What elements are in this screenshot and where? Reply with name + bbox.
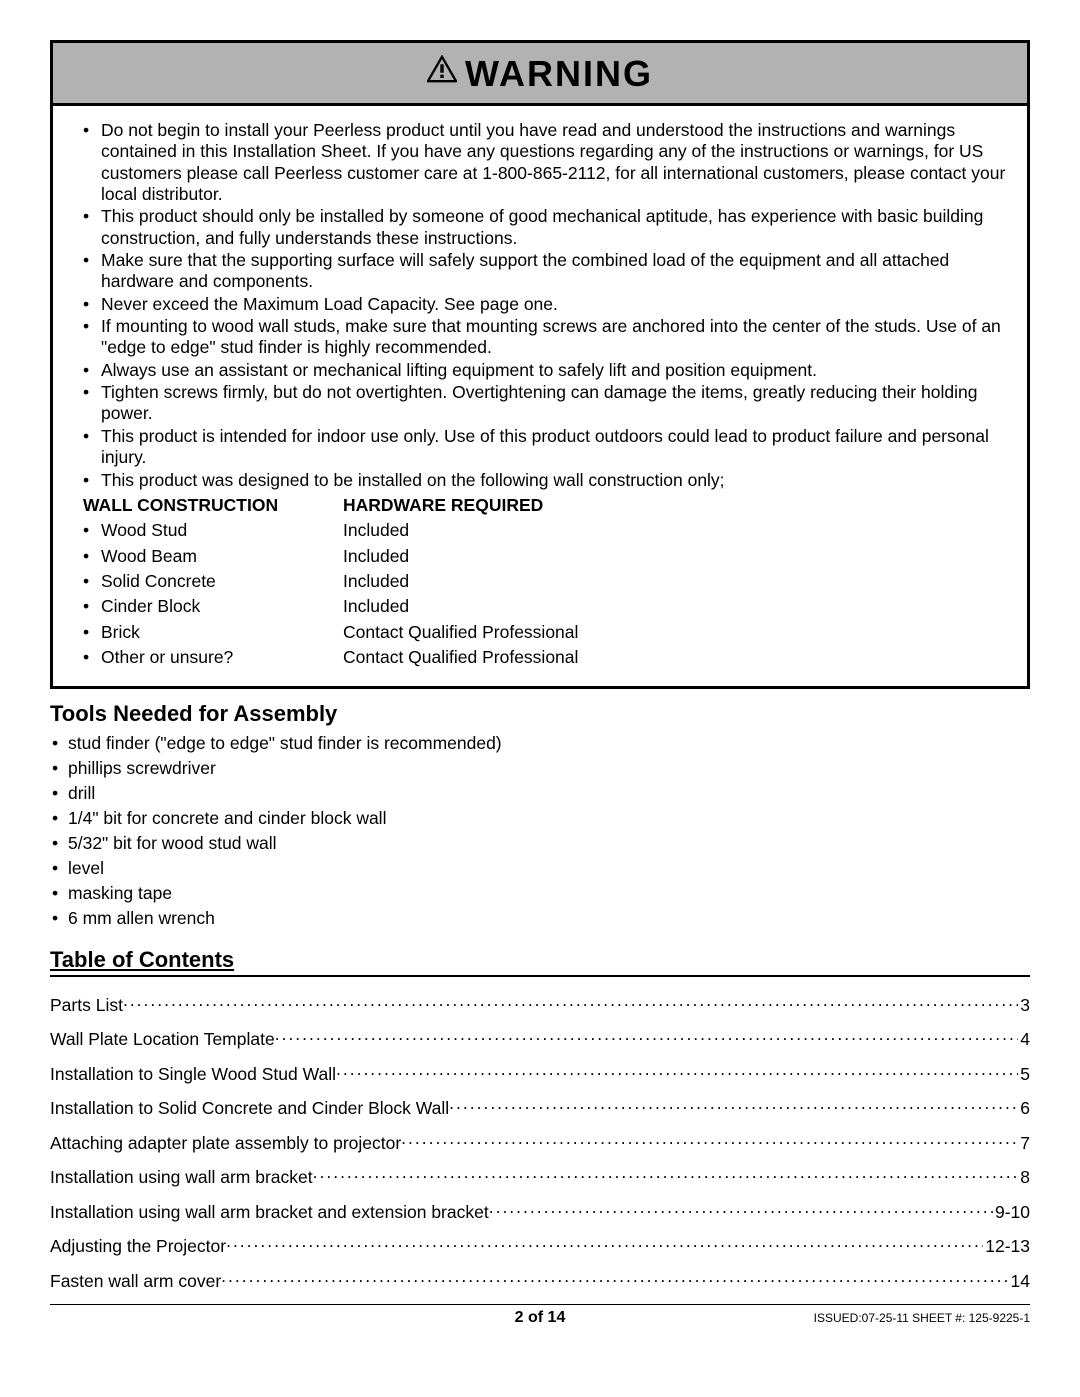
warning-body: Do not begin to install your Peerless pr… bbox=[53, 106, 1027, 686]
wall-table-row: Other or unsure?Contact Qualified Profes… bbox=[83, 647, 1007, 668]
wall-construction-cell: Brick bbox=[83, 622, 343, 643]
warning-item: If mounting to wood wall studs, make sur… bbox=[83, 316, 1007, 359]
toc-heading: Table of Contents bbox=[50, 947, 1030, 977]
toc-leader-dots bbox=[226, 1235, 983, 1253]
tools-item: drill bbox=[50, 783, 1030, 804]
wall-table-row: BrickContact Qualified Professional bbox=[83, 622, 1007, 643]
sheet-issued: ISSUED:07-25-11 SHEET #: 125-9225-1 bbox=[703, 1311, 1030, 1325]
toc-entry-page: 7 bbox=[1018, 1133, 1030, 1154]
hardware-required-cell: Included bbox=[343, 520, 1007, 541]
toc-entry: Installation to Solid Concrete and Cinde… bbox=[50, 1097, 1030, 1120]
toc-entry: Installation using wall arm bracket and … bbox=[50, 1200, 1030, 1223]
table-of-contents: Parts List 3 Wall Plate Location Template … bbox=[50, 993, 1030, 1292]
toc-entry-title: Adjusting the Projector bbox=[50, 1236, 226, 1257]
toc-entry: Installation to Single Wood Stud Wall 5 bbox=[50, 1062, 1030, 1085]
warning-item: This product was designed to be installe… bbox=[83, 470, 1007, 491]
wall-table-row: Solid ConcreteIncluded bbox=[83, 571, 1007, 592]
warning-item: This product is intended for indoor use … bbox=[83, 426, 1007, 469]
toc-entry-title: Wall Plate Location Template bbox=[50, 1029, 275, 1050]
toc-leader-dots bbox=[275, 1028, 1019, 1046]
wall-construction-cell: Cinder Block bbox=[83, 596, 343, 617]
toc-leader-dots bbox=[489, 1200, 993, 1218]
wall-table-row: Wood StudIncluded bbox=[83, 520, 1007, 541]
tools-item: 1/4" bit for concrete and cinder block w… bbox=[50, 808, 1030, 829]
wall-table-row: Cinder BlockIncluded bbox=[83, 596, 1007, 617]
warning-item: Tighten screws firmly, but do not overti… bbox=[83, 382, 1007, 425]
warning-title: WARNING bbox=[465, 53, 653, 95]
tools-heading: Tools Needed for Assembly bbox=[50, 701, 1030, 727]
tools-item: level bbox=[50, 858, 1030, 879]
warning-item: This product should only be installed by… bbox=[83, 206, 1007, 249]
toc-leader-dots bbox=[221, 1269, 1008, 1287]
toc-leader-dots bbox=[401, 1131, 1018, 1149]
wall-table-row: Wood BeamIncluded bbox=[83, 546, 1007, 567]
hardware-required-cell: Included bbox=[343, 596, 1007, 617]
wall-table-header-hardware: HARDWARE REQUIRED bbox=[343, 495, 1007, 516]
toc-entry-title: Attaching adapter plate assembly to proj… bbox=[50, 1133, 401, 1154]
toc-entry-page: 6 bbox=[1018, 1098, 1030, 1119]
toc-entry-title: Installation to Single Wood Stud Wall bbox=[50, 1064, 336, 1085]
toc-entry-page: 3 bbox=[1018, 995, 1030, 1016]
toc-entry: Attaching adapter plate assembly to proj… bbox=[50, 1131, 1030, 1154]
toc-entry-page: 12-13 bbox=[983, 1236, 1030, 1257]
page-footer: 2 of 14 ISSUED:07-25-11 SHEET #: 125-922… bbox=[50, 1304, 1030, 1327]
toc-leader-dots bbox=[449, 1097, 1018, 1115]
wall-table-header-construction: WALL CONSTRUCTION bbox=[83, 495, 343, 516]
toc-entry-page: 8 bbox=[1018, 1167, 1030, 1188]
hardware-required-cell: Included bbox=[343, 571, 1007, 592]
tools-item: phillips screwdriver bbox=[50, 758, 1030, 779]
page-number: 2 of 14 bbox=[377, 1309, 704, 1327]
warning-box: WARNING Do not begin to install your Pee… bbox=[50, 40, 1030, 689]
toc-entry-title: Installation using wall arm bracket bbox=[50, 1167, 313, 1188]
toc-entry: Installation using wall arm bracket 8 bbox=[50, 1166, 1030, 1189]
wall-construction-cell: Wood Stud bbox=[83, 520, 343, 541]
warning-item: Never exceed the Maximum Load Capacity. … bbox=[83, 294, 1007, 315]
toc-leader-dots bbox=[313, 1166, 1019, 1184]
wall-construction-table: WALL CONSTRUCTION HARDWARE REQUIRED Wood… bbox=[83, 495, 1007, 668]
wall-construction-cell: Wood Beam bbox=[83, 546, 343, 567]
warning-header: WARNING bbox=[53, 43, 1027, 106]
toc-entry: Wall Plate Location Template 4 bbox=[50, 1028, 1030, 1051]
toc-entry-title: Installation using wall arm bracket and … bbox=[50, 1202, 489, 1223]
tools-item: 5/32" bit for wood stud wall bbox=[50, 833, 1030, 854]
toc-entry-page: 14 bbox=[1009, 1271, 1030, 1292]
warning-item: Do not begin to install your Peerless pr… bbox=[83, 120, 1007, 205]
hardware-required-cell: Contact Qualified Professional bbox=[343, 647, 1007, 668]
toc-entry-page: 4 bbox=[1018, 1029, 1030, 1050]
toc-entry-page: 9-10 bbox=[993, 1202, 1030, 1223]
warning-list: Do not begin to install your Peerless pr… bbox=[83, 120, 1007, 491]
toc-entry: Fasten wall arm cover 14 bbox=[50, 1269, 1030, 1292]
tools-list: stud finder ("edge to edge" stud finder … bbox=[50, 733, 1030, 929]
tools-item: stud finder ("edge to edge" stud finder … bbox=[50, 733, 1030, 754]
warning-item: Always use an assistant or mechanical li… bbox=[83, 360, 1007, 381]
wall-construction-cell: Other or unsure? bbox=[83, 647, 343, 668]
wall-construction-cell: Solid Concrete bbox=[83, 571, 343, 592]
toc-entry: Parts List 3 bbox=[50, 993, 1030, 1016]
warning-triangle-icon bbox=[427, 55, 457, 88]
toc-entry-title: Parts List bbox=[50, 995, 123, 1016]
toc-leader-dots bbox=[336, 1062, 1018, 1080]
tools-item: 6 mm allen wrench bbox=[50, 908, 1030, 929]
toc-entry-title: Installation to Solid Concrete and Cinde… bbox=[50, 1098, 449, 1119]
toc-entry: Adjusting the Projector 12-13 bbox=[50, 1235, 1030, 1258]
toc-entry-page: 5 bbox=[1018, 1064, 1030, 1085]
toc-entry-title: Fasten wall arm cover bbox=[50, 1271, 221, 1292]
hardware-required-cell: Included bbox=[343, 546, 1007, 567]
tools-item: masking tape bbox=[50, 883, 1030, 904]
toc-leader-dots bbox=[123, 993, 1018, 1011]
hardware-required-cell: Contact Qualified Professional bbox=[343, 622, 1007, 643]
warning-item: Make sure that the supporting surface wi… bbox=[83, 250, 1007, 293]
